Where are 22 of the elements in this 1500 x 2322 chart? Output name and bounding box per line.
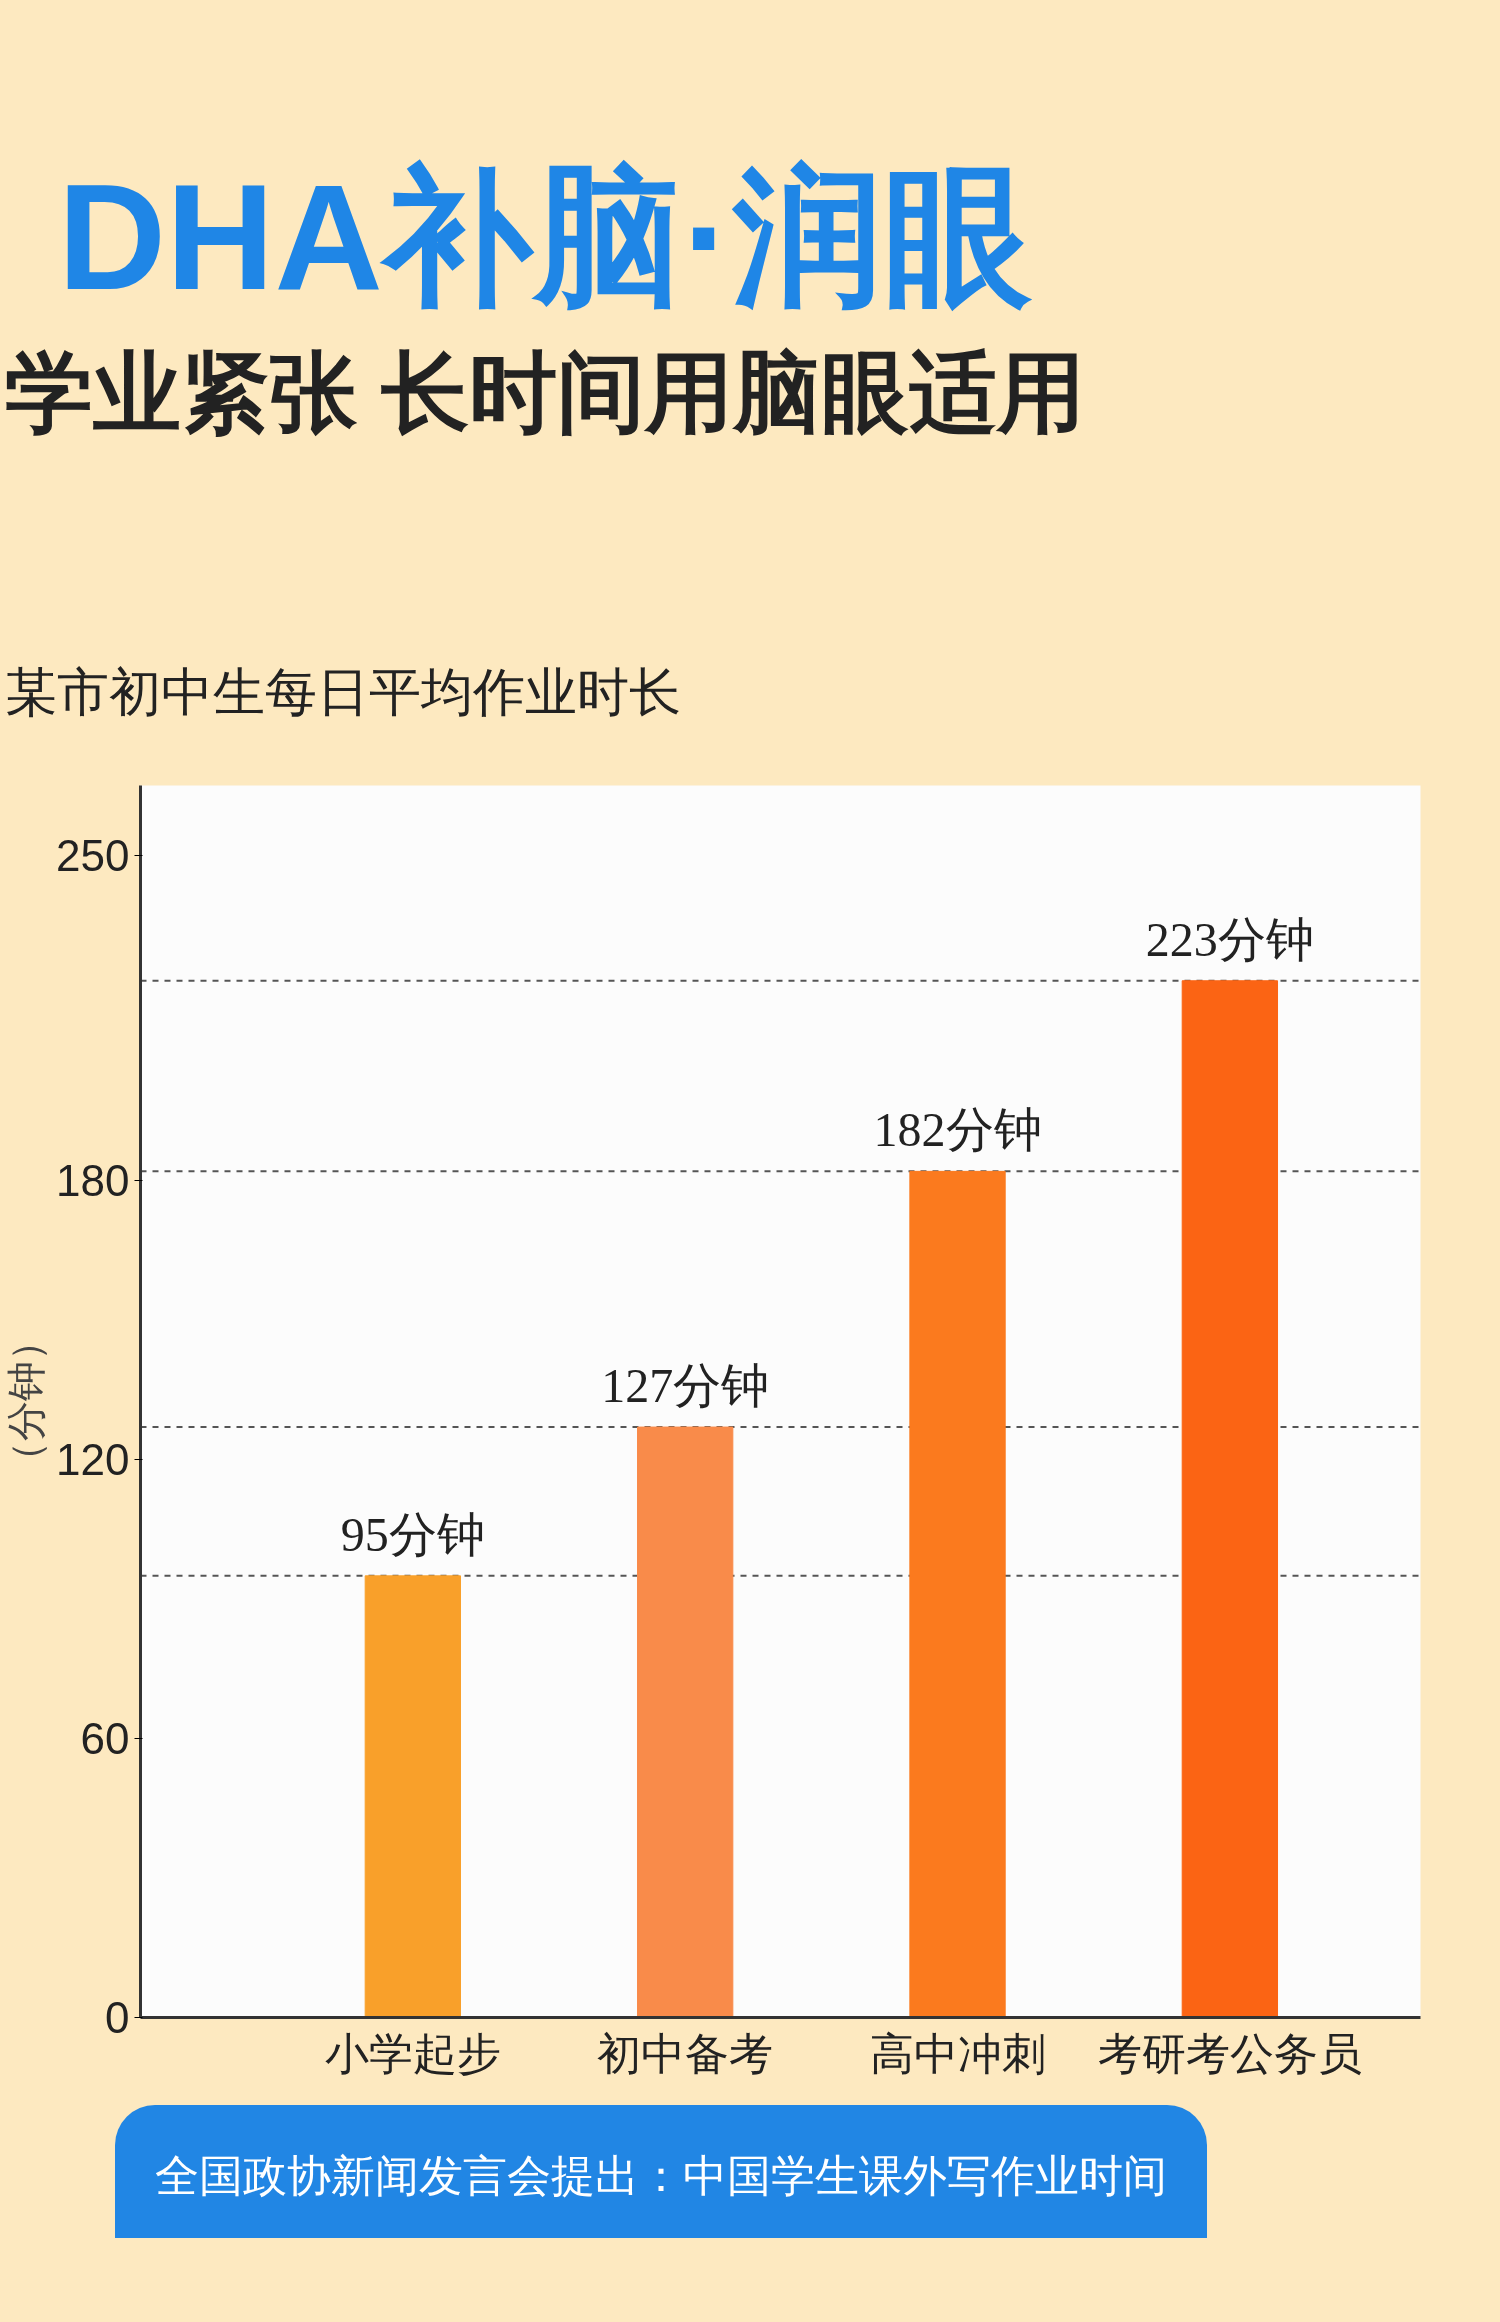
x-tick-label: 小学起步 [324,2028,501,2078]
y-tick-label: 120 [56,1435,130,1485]
bar [364,1575,461,2018]
text: 某市初中生每日平均作业时长 [5,662,681,723]
bar [1181,980,1279,2018]
data-label: 127分钟 [601,1359,770,1413]
x-tick-label: 初中备考 [597,2028,774,2078]
data-label: 223分钟 [1145,912,1314,966]
y-axis-title: （分钟） [4,1321,49,1482]
chart-title: DHA补脑·润眼 [56,153,1034,321]
x-tick-label: 考研考公务员 [1097,2028,1362,2078]
x-tick-label: 高中冲刺 [869,2028,1046,2078]
bar [637,1426,734,2018]
y-tick-label: 0 [105,1993,130,2042]
data-label: 182分钟 [873,1103,1042,1157]
y-tick-label: 250 [56,830,130,880]
y-tick-label: 180 [56,1156,130,1206]
chart-subtitle: 学业紧张 长时间用脑眼适用 [5,342,1086,444]
y-tick-label: 60 [80,1714,130,1764]
text: 全国政协新闻发言会提出：中国学生课外写作业时间 [115,2105,1207,2238]
data-label: 95分钟 [340,1507,485,1561]
bar [909,1170,1006,2018]
